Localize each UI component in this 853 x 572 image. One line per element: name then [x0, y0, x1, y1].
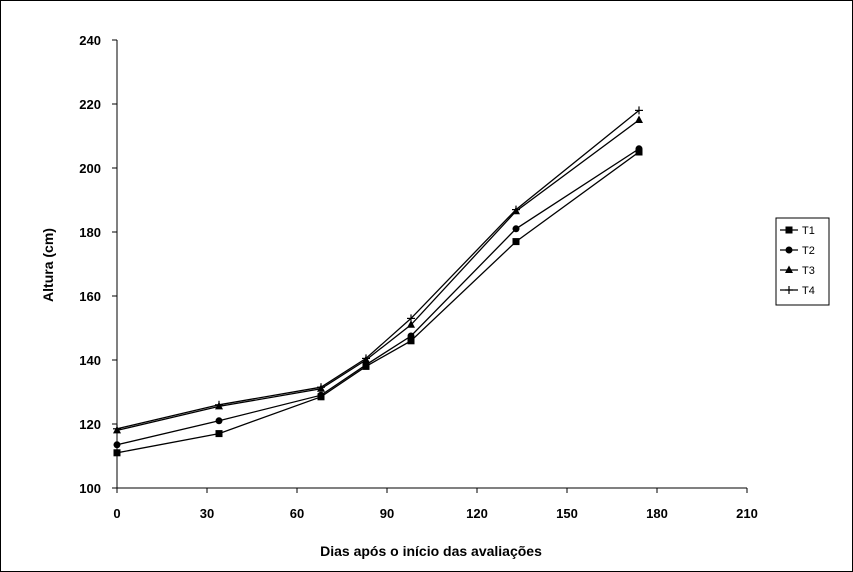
axes	[112, 39, 748, 493]
y-axis-title: Altura (cm)	[40, 228, 56, 302]
legend-label: T3	[802, 265, 815, 277]
series-line-t2	[116, 148, 640, 446]
legend-item-t4: T4	[780, 285, 815, 297]
x-tick-label: 60	[290, 506, 304, 521]
data-point-t4	[635, 106, 643, 115]
data-point-t2	[635, 145, 643, 153]
data-point-t1	[113, 449, 121, 457]
x-tick-label: 0	[113, 506, 120, 521]
data-point-t1	[215, 430, 223, 438]
data-point-t2	[407, 332, 415, 340]
data-point-t3	[635, 115, 643, 123]
y-tick-label: 160	[79, 289, 101, 304]
series-t1	[113, 148, 643, 457]
series-t2	[113, 145, 643, 449]
series-line-t4	[116, 109, 640, 430]
legend-marker	[785, 286, 793, 294]
y-tick-label: 100	[79, 481, 101, 496]
y-tick-label: 180	[79, 225, 101, 240]
series-group	[113, 106, 643, 457]
y-tick-label: 140	[79, 353, 101, 368]
data-point-t4	[113, 424, 121, 433]
legend-label: T4	[802, 285, 815, 297]
data-point-t2	[215, 417, 223, 425]
x-tick-label: 120	[466, 506, 488, 521]
legend-item-t3: T3	[780, 265, 815, 277]
data-point-t2	[317, 391, 325, 399]
data-point-t2	[512, 225, 520, 233]
legend-marker	[785, 265, 793, 273]
legend-label: T2	[802, 245, 815, 257]
series-t4	[113, 106, 643, 433]
x-tick-label: 150	[556, 506, 578, 521]
x-tick-labels: 0 30 60 90 120 150 180 210	[113, 506, 757, 521]
data-point-t2	[362, 361, 370, 369]
x-tick-label: 90	[380, 506, 394, 521]
y-tick-label: 240	[79, 33, 101, 48]
x-tick-label: 180	[646, 506, 668, 521]
y-tick-label: 200	[79, 161, 101, 176]
x-axis-title: Dias após o início das avaliações	[320, 543, 542, 559]
y-tick-label: 120	[79, 417, 101, 432]
y-tick-label: 220	[79, 97, 101, 112]
data-point-t2	[113, 441, 121, 449]
data-point-t1	[512, 238, 520, 246]
series-t3	[113, 115, 643, 434]
x-tick-label: 30	[200, 506, 214, 521]
data-point-t4	[215, 400, 223, 409]
series-line-t3	[116, 119, 640, 432]
legend-label: T1	[802, 225, 815, 237]
data-point-t4	[512, 205, 520, 214]
data-point-t4	[407, 314, 415, 323]
x-tick-label: 210	[736, 506, 758, 521]
legend-marker	[785, 246, 793, 254]
legend-item-t1: T1	[780, 225, 815, 237]
data-point-t4	[362, 354, 370, 363]
legend: T1 T2 T3 T4	[775, 217, 830, 306]
data-point-t4	[317, 383, 325, 392]
legend-marker	[785, 226, 793, 234]
data-point-t3	[407, 320, 415, 328]
legend-item-t2: T2	[780, 245, 815, 257]
data-point-t1	[407, 337, 415, 345]
y-tick-labels: 100 120 140 160 180 200 220 240	[79, 33, 101, 496]
series-line-t1	[116, 151, 640, 454]
